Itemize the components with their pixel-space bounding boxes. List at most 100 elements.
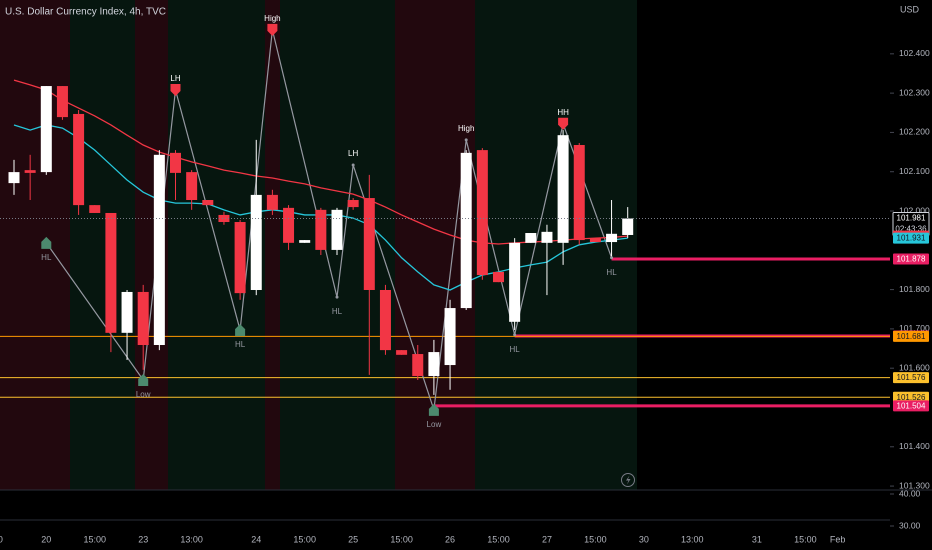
level-price-tag: 101.681 [897, 332, 926, 341]
pivot-label: High [458, 124, 474, 133]
current-price-tag: 101.981 [897, 214, 926, 223]
candle-body [347, 200, 359, 208]
pivot-marker [235, 324, 246, 337]
level-price-tag: 101.576 [897, 373, 926, 382]
x-tick-label: 26 [445, 534, 455, 544]
x-tick-label: 13:00 [681, 534, 704, 544]
candle-body [186, 172, 198, 201]
session-band [0, 0, 70, 490]
x-tick-label: 27 [542, 534, 552, 544]
pivot-marker [138, 373, 149, 386]
x-tick-label: 13:00 [180, 534, 203, 544]
candle-body [137, 291, 149, 346]
candle-body [121, 291, 133, 333]
x-tick-label: 15:00 [293, 534, 316, 544]
y-tick-label: 101.300 [899, 480, 930, 490]
candle-body [170, 152, 181, 173]
candle-body [218, 214, 230, 223]
candle-body [266, 194, 278, 210]
candle-body [541, 231, 553, 243]
session-band [475, 0, 637, 490]
y2-tick-label: 30.00 [899, 520, 921, 530]
pivot-label: Low [136, 390, 151, 399]
candle-body [73, 113, 85, 206]
candle-body [331, 209, 343, 250]
y-tick-label: 102.400 [899, 48, 930, 58]
candle-body [622, 218, 634, 235]
y2-tick-label: 40.00 [899, 488, 921, 498]
candle-body [412, 354, 424, 377]
pivot-marker [170, 83, 181, 96]
session-band [70, 0, 135, 490]
session-band [265, 0, 280, 490]
icon-bolt [626, 475, 631, 485]
candle-body [234, 222, 246, 294]
candle-body [557, 135, 569, 243]
level-price-tag: 101.878 [897, 255, 926, 264]
candle-body [89, 205, 101, 213]
candle-body [589, 238, 601, 243]
zigzag-line [45, 29, 613, 411]
level-price-tag: 101.526 [897, 393, 926, 402]
x-tick-label: 15:00 [83, 534, 106, 544]
candle-body [476, 150, 488, 276]
y-tick-label: 101.700 [899, 323, 930, 333]
y-tick-label: 102.000 [899, 205, 930, 215]
pivot-label: HH [557, 108, 569, 117]
pivot-marker [41, 236, 52, 249]
icon-circle [621, 473, 635, 487]
x-tick-label: Feb [830, 534, 846, 544]
level-price-tag-bg [893, 400, 929, 412]
pivot-label: LH [170, 74, 180, 83]
x-tick-label: 15:00 [487, 534, 510, 544]
session-bands [0, 0, 637, 490]
lightning-icon[interactable] [621, 473, 635, 487]
y-tick-label: 101.800 [899, 284, 930, 294]
pivot-marker [610, 256, 614, 260]
pivot-label: HL [332, 307, 343, 316]
candle-body [509, 242, 521, 322]
x-tick-label: 00 [0, 534, 3, 544]
pivot-marker [513, 333, 517, 337]
candle-body [105, 212, 117, 333]
level-price-tag-bg [893, 372, 929, 384]
candle-body [299, 240, 311, 243]
candle-body [40, 86, 52, 173]
candle-body [573, 144, 585, 241]
candle-body [250, 194, 262, 290]
x-tick-label: 15:00 [794, 534, 817, 544]
y-tick-label: 101.600 [899, 362, 930, 372]
candle-body [8, 172, 20, 184]
x-tick-label: 24 [251, 534, 261, 544]
pivot-label: HL [235, 340, 246, 349]
x-tick-label: 31 [752, 534, 762, 544]
x-tick-label: 20 [41, 534, 51, 544]
x-tick-label: 15:00 [390, 534, 413, 544]
y-tick-label: 102.300 [899, 87, 930, 97]
pivot-marker [428, 403, 439, 416]
session-band [168, 0, 265, 490]
candle-body [202, 200, 214, 206]
y-tick-label: 102.200 [899, 127, 930, 137]
x-tick-label: 25 [348, 534, 358, 544]
candle-body [153, 154, 165, 346]
candle-body [396, 350, 408, 355]
pivot-label: LH [348, 149, 358, 158]
candle-body [428, 352, 440, 377]
candle-body [525, 233, 537, 243]
y-tick-label: 101.400 [899, 441, 930, 451]
x-tick-label: 23 [138, 534, 148, 544]
candle-body [24, 170, 36, 173]
y-tick-label: 102.100 [899, 166, 930, 176]
ma-price-tag: 101.931 [897, 234, 926, 243]
pivot-label: HL [41, 253, 52, 262]
pivot-marker [558, 117, 569, 130]
pivot-marker [335, 295, 339, 299]
pivot-marker [267, 23, 278, 36]
pivot-marker [464, 138, 468, 142]
level-price-tag: 101.504 [897, 402, 926, 411]
candle-body [56, 86, 68, 118]
candle-body [444, 308, 456, 366]
